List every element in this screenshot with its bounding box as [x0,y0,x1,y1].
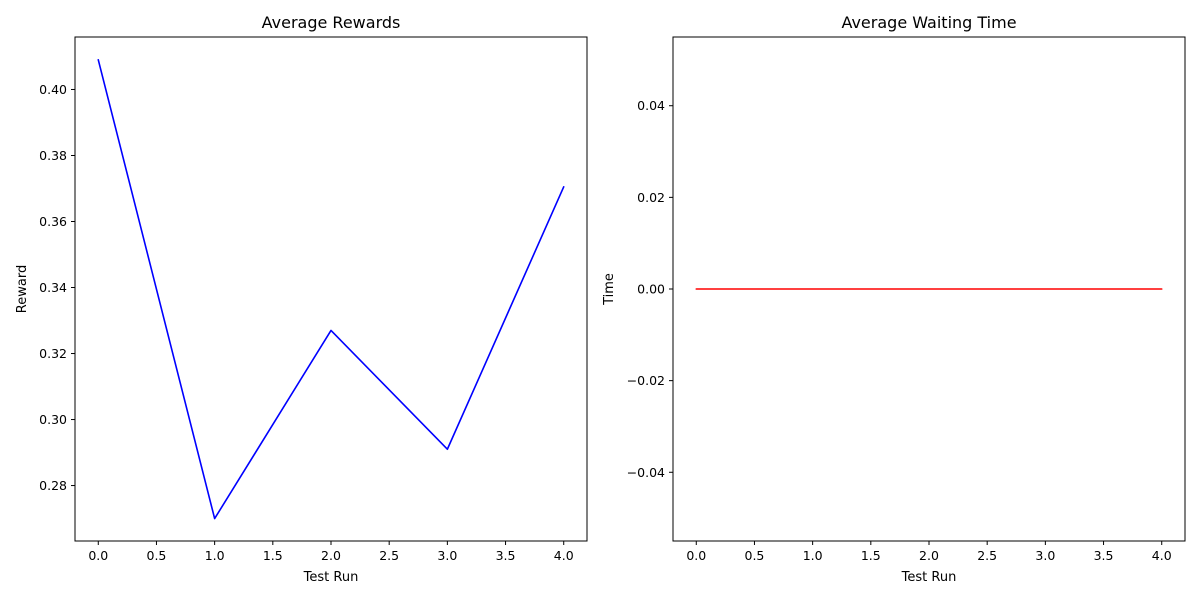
waiting-time-y-tick-label: 0.04 [637,98,665,113]
waiting-time-chart: Average Waiting Time 0.0 0.5 1.0 1.5 2.0 2.5 3.… [602,13,1186,585]
rewards-y-tick-label: 0.40 [39,82,67,97]
waiting-time-x-tick-label: 4.0 [1152,548,1172,563]
waiting-time-y-tick-label: −0.04 [627,465,665,480]
rewards-x-tick-label: 3.5 [496,548,516,563]
waiting-time-x-tick-label: 3.5 [1094,548,1114,563]
rewards-series-line [97,58,565,520]
rewards-y-tick-label: 0.38 [39,148,67,163]
rewards-chart-title: Average Rewards [262,13,401,32]
rewards-x-tick-label: 1.0 [205,548,225,563]
rewards-x-tick-label: 4.0 [554,548,574,563]
rewards-y-tick-label: 0.32 [39,346,67,361]
waiting-time-x-tick-label: 0.5 [745,548,765,563]
rewards-y-axis-label: Reward [15,265,30,313]
waiting-time-y-axis-label: Time [602,273,617,306]
waiting-time-x-tick-label: 0.0 [686,548,706,563]
rewards-x-tick-label: 2.5 [379,548,399,563]
waiting-time-x-tick-label: 2.0 [919,548,939,563]
rewards-x-tick-label: 0.0 [88,548,108,563]
rewards-x-tick-label: 2.0 [321,548,341,563]
rewards-x-tick-label: 0.5 [147,548,167,563]
rewards-chart: Average Rewards 0.0 0.5 1.0 1.5 2.0 2.5 3.0 3.5 4… [15,13,588,585]
rewards-x-axis-label: Test Run [303,570,359,585]
rewards-y-tick-label: 0.28 [39,478,67,493]
waiting-time-y-tick-label: 0.02 [637,190,665,205]
rewards-y-tick-label: 0.36 [39,214,67,229]
waiting-time-x-axis-label: Test Run [901,570,957,585]
rewards-y-tick-label: 0.34 [39,280,67,295]
waiting-time-x-tick-label: 1.5 [861,548,881,563]
waiting-time-y-tick-label: 0.00 [637,282,665,297]
waiting-time-chart-title: Average Waiting Time [841,13,1016,32]
rewards-x-tick-label: 3.0 [437,548,457,563]
waiting-time-y-tick-label: −0.02 [627,373,665,388]
waiting-time-x-tick-label: 2.5 [977,548,997,563]
waiting-time-x-tick-label: 1.0 [803,548,823,563]
rewards-x-tick-label: 1.5 [263,548,283,563]
waiting-time-x-tick-label: 3.0 [1035,548,1055,563]
rewards-plot-frame [74,36,588,542]
rewards-y-tick-label: 0.30 [39,412,67,427]
